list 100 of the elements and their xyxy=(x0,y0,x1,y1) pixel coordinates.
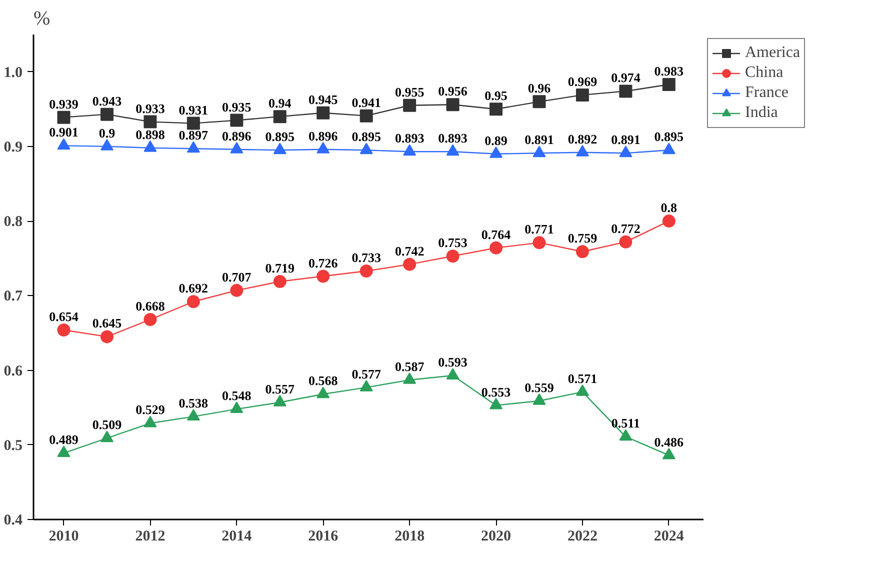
data-label: 0.529 xyxy=(136,402,166,418)
data-label: 0.668 xyxy=(136,298,166,314)
data-label: 0.509 xyxy=(92,417,122,432)
point xyxy=(273,394,286,406)
data-label: 0.891 xyxy=(611,132,640,148)
point xyxy=(230,284,244,297)
data-label: 0.96 xyxy=(528,80,552,96)
point xyxy=(360,142,373,154)
data-label: 0.8 xyxy=(660,200,678,216)
point xyxy=(57,138,70,150)
data-label: 0.893 xyxy=(394,130,425,146)
x-tick-label: 2022 xyxy=(567,528,598,544)
data-label: 0.489 xyxy=(49,432,79,448)
data-label: 0.759 xyxy=(568,230,598,246)
point xyxy=(532,146,546,158)
data-label: 0.577 xyxy=(352,366,382,382)
data-label: 0.892 xyxy=(568,131,598,146)
point xyxy=(360,264,373,278)
point xyxy=(316,106,330,120)
point xyxy=(100,108,114,121)
data-label: 0.733 xyxy=(352,250,382,266)
x-tick-label: 2010 xyxy=(48,528,79,544)
point xyxy=(532,236,546,250)
data-label: 0.941 xyxy=(352,94,381,110)
y-tick-label: 1.0 xyxy=(4,64,22,81)
data-label: 0.772 xyxy=(611,220,640,236)
data-label: 0.486 xyxy=(654,434,684,450)
data-label: 0.742 xyxy=(394,243,424,258)
data-label: 0.935 xyxy=(222,99,252,114)
point xyxy=(619,429,632,441)
data-label: 0.956 xyxy=(438,84,468,99)
data-label: 0.557 xyxy=(265,381,296,396)
data-label: 0.896 xyxy=(308,128,338,144)
point xyxy=(662,142,676,154)
point xyxy=(144,140,157,152)
data-label: 0.895 xyxy=(352,129,382,144)
legend-label: India xyxy=(745,104,778,122)
data-label: 0.764 xyxy=(481,226,512,242)
y-tick-label: 0.6 xyxy=(4,363,23,380)
x-tick-label: 2014 xyxy=(222,528,252,544)
point xyxy=(230,142,244,154)
data-label: 0.559 xyxy=(524,380,554,395)
x-tick-label: 2016 xyxy=(308,528,339,544)
data-label: 0.893 xyxy=(438,130,468,146)
y-tick-label: 0.7 xyxy=(4,288,23,305)
legend-label: France xyxy=(745,84,789,102)
point xyxy=(186,141,200,153)
point xyxy=(230,114,244,127)
point xyxy=(446,250,460,263)
point xyxy=(360,109,373,122)
data-label: 0.931 xyxy=(178,102,208,118)
point xyxy=(619,84,632,98)
point xyxy=(403,98,416,112)
data-label: 0.895 xyxy=(654,129,684,144)
legend-label: China xyxy=(745,64,784,82)
data-label: 0.719 xyxy=(265,260,296,276)
data-label: 0.895 xyxy=(265,129,296,144)
data-label: 0.955 xyxy=(394,84,425,100)
data-label: 0.553 xyxy=(481,384,512,400)
point xyxy=(186,116,200,130)
point xyxy=(490,241,503,254)
data-label: 0.587 xyxy=(394,358,425,374)
data-label: 0.939 xyxy=(49,96,79,112)
point xyxy=(57,110,70,124)
point xyxy=(446,144,460,156)
point xyxy=(403,258,416,271)
data-label: 0.9 xyxy=(98,125,116,140)
point xyxy=(273,274,286,288)
point xyxy=(619,235,632,248)
data-label: 0.89 xyxy=(484,132,508,148)
x-tick-label: 2024 xyxy=(654,528,684,544)
y-tick-label: 0.5 xyxy=(4,438,22,454)
point xyxy=(100,430,114,442)
point xyxy=(619,146,632,158)
data-label: 0.645 xyxy=(92,316,122,331)
point xyxy=(446,368,460,380)
data-label: 0.891 xyxy=(524,132,554,148)
point xyxy=(57,323,70,336)
y-tick-label: 0.4 xyxy=(4,512,23,528)
data-label: 0.726 xyxy=(308,255,338,270)
data-label: 0.771 xyxy=(524,222,554,237)
point xyxy=(403,372,416,384)
x-tick-label: 2018 xyxy=(394,528,425,544)
point xyxy=(662,448,676,460)
point xyxy=(100,330,114,344)
data-label: 0.943 xyxy=(92,93,122,108)
data-label: 0.897 xyxy=(178,128,209,143)
point xyxy=(532,393,546,405)
legend-label: America xyxy=(745,44,800,62)
point xyxy=(662,78,676,91)
point xyxy=(446,98,460,112)
data-label: 0.538 xyxy=(178,396,209,411)
y-axis-title: % xyxy=(34,8,50,30)
point xyxy=(100,138,114,150)
point xyxy=(316,270,330,283)
data-label: 0.94 xyxy=(268,96,292,111)
data-label: 0.95 xyxy=(484,88,508,104)
point xyxy=(576,88,589,102)
y-tick-label: 0.8 xyxy=(4,214,22,230)
data-label: 0.571 xyxy=(568,370,598,386)
